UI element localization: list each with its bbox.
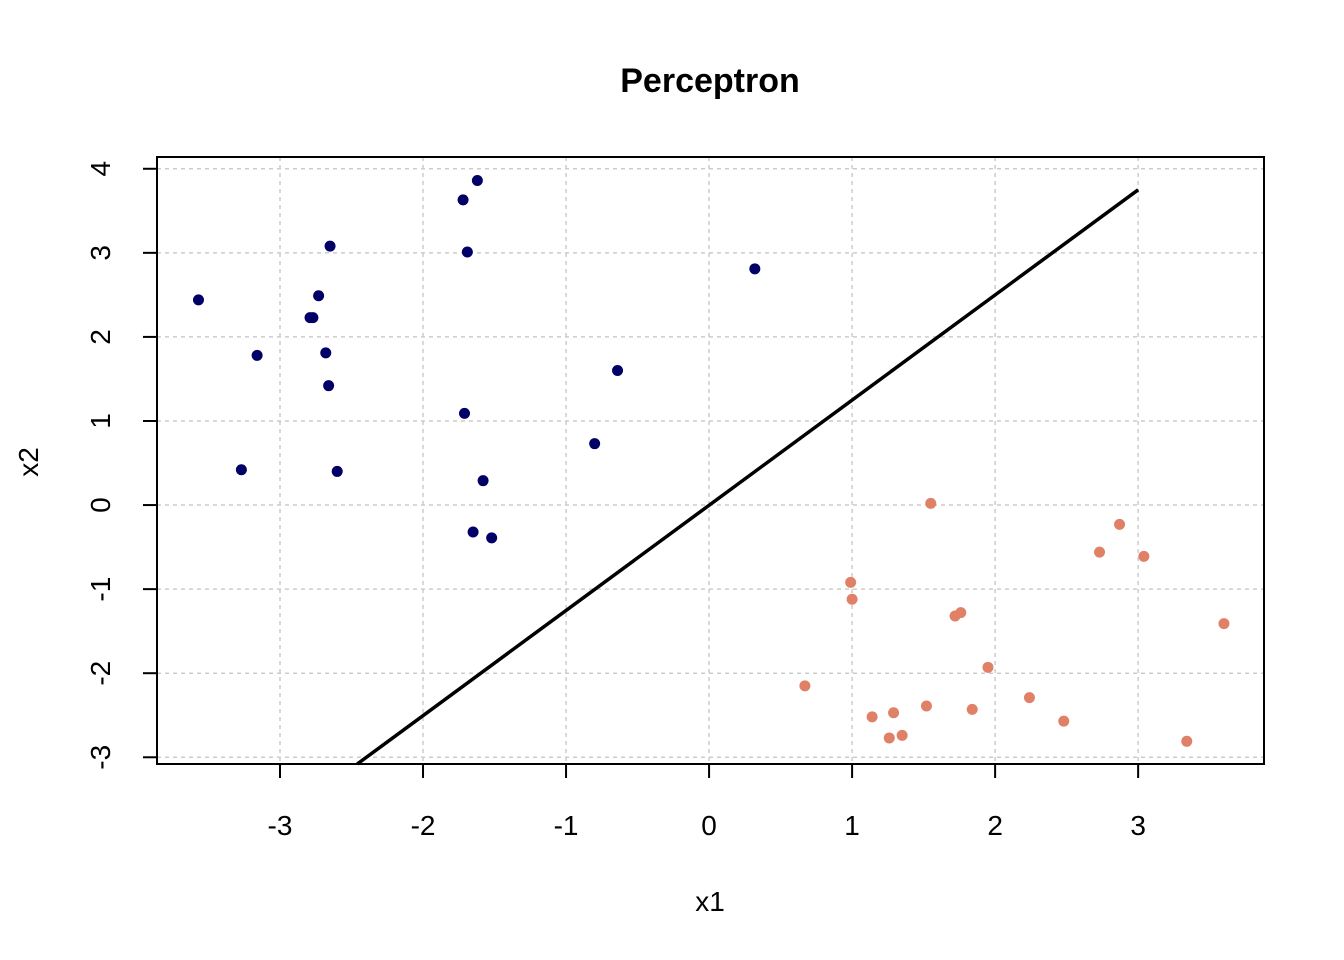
data-point-series-2 [1094, 546, 1106, 558]
data-point-series-2 [1058, 715, 1070, 727]
data-point-series-2 [925, 497, 937, 509]
y-tick-label: -1 [85, 577, 116, 602]
data-point-series-2 [888, 707, 900, 719]
data-point-series-2 [896, 729, 908, 741]
y-tick-label: 1 [85, 413, 116, 429]
data-point-series-2 [846, 593, 858, 605]
data-point-series-1 [589, 438, 601, 450]
data-point-series-1 [612, 365, 624, 377]
data-point-series-2 [982, 661, 994, 673]
data-point-series-2 [866, 711, 878, 723]
data-point-series-1 [320, 347, 332, 359]
data-point-series-1 [749, 263, 761, 275]
data-point-series-1 [323, 380, 335, 392]
data-point-series-2 [1181, 735, 1193, 747]
data-point-series-2 [1138, 550, 1150, 562]
x-tick-label: 2 [987, 810, 1003, 841]
data-point-series-1 [477, 475, 489, 487]
x-tick-label: 3 [1130, 810, 1146, 841]
y-tick-label: 4 [85, 161, 116, 177]
data-point-series-1 [324, 240, 336, 252]
data-point-series-1 [251, 349, 263, 361]
x-axis-label: x1 [695, 886, 725, 917]
data-point-series-1 [235, 464, 247, 476]
x-tick-label: -2 [411, 810, 436, 841]
data-point-series-2 [883, 732, 895, 744]
grid [157, 157, 1264, 764]
chart-title: Perceptron [620, 62, 800, 100]
data-point-series-2 [955, 607, 967, 619]
data-point-series-1 [461, 246, 473, 258]
data-point-series-1 [331, 465, 343, 477]
data-point-series-1 [313, 290, 325, 302]
data-point-series-1 [192, 294, 204, 306]
x-tick-label: 0 [701, 810, 717, 841]
y-axis: -3 -2 -1 0 1 2 3 4 [85, 161, 158, 770]
x-tick-label: -1 [554, 810, 579, 841]
data-point-series-2 [845, 576, 857, 588]
x-tick-label: 1 [844, 810, 860, 841]
data-point-series-1 [457, 194, 469, 206]
data-point-series-2 [1218, 618, 1230, 630]
y-tick-label: -3 [85, 745, 116, 770]
data-point-series-1 [471, 175, 483, 187]
data-point-series-1 [486, 532, 498, 544]
data-point-series-1 [307, 312, 319, 324]
y-axis-label: x2 [13, 447, 44, 477]
y-tick-label: 2 [85, 329, 116, 345]
data-point-series-1 [459, 407, 470, 419]
y-tick-label: 3 [85, 245, 116, 261]
data-point-series-2 [966, 703, 978, 715]
data-point-series-1 [467, 526, 479, 538]
x-axis: -3 -2 -1 0 1 2 3 [268, 763, 1146, 841]
data-point-series-2 [920, 700, 932, 712]
y-tick-label: 0 [85, 497, 116, 513]
x-tick-label: -3 [268, 810, 293, 841]
decision-boundary-line [356, 188, 1140, 766]
y-tick-label: -2 [85, 661, 116, 686]
data-point-series-2 [1023, 692, 1035, 704]
data-points [192, 175, 1230, 747]
decision-boundary-layer [356, 188, 1140, 766]
data-point-series-2 [1114, 518, 1126, 530]
data-point-series-2 [799, 680, 811, 692]
